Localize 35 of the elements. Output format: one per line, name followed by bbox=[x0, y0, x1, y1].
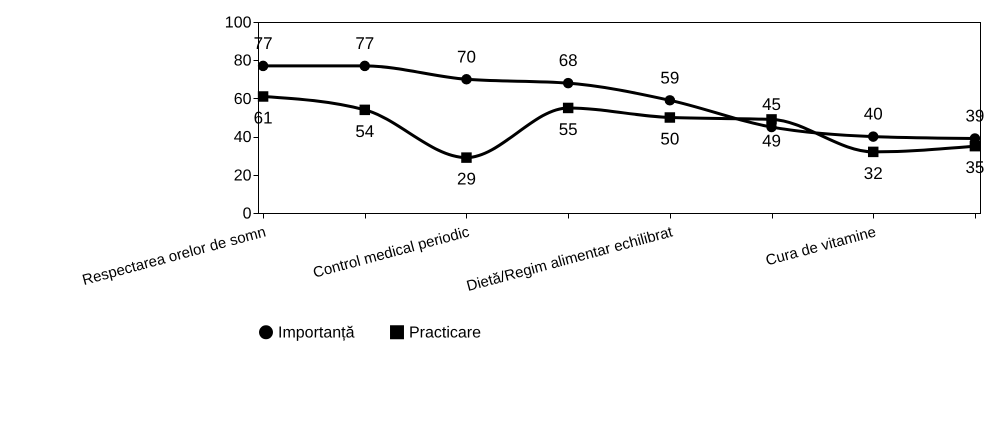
point bbox=[766, 114, 777, 125]
data-label: 59 bbox=[660, 68, 680, 88]
point bbox=[360, 60, 370, 72]
data-label: 40 bbox=[864, 104, 883, 124]
point bbox=[970, 140, 980, 152]
y-tick-label: 80 bbox=[234, 52, 252, 70]
point bbox=[868, 131, 878, 142]
point bbox=[562, 102, 574, 114]
data-label: 49 bbox=[762, 131, 781, 150]
data-label: 77 bbox=[355, 34, 374, 53]
legend-label: Practicare bbox=[409, 324, 482, 342]
x-tick-label: Cura de vitamine bbox=[764, 224, 878, 270]
point bbox=[461, 74, 472, 85]
legend-label: Importanță bbox=[278, 324, 355, 342]
point bbox=[258, 91, 268, 102]
data-label: 70 bbox=[457, 47, 476, 66]
point bbox=[461, 152, 472, 163]
data-label: 54 bbox=[355, 122, 374, 141]
y-tick-label: 0 bbox=[242, 206, 252, 222]
point bbox=[664, 95, 676, 106]
data-label: 32 bbox=[864, 164, 883, 183]
y-tick-label: 40 bbox=[234, 129, 252, 146]
point bbox=[664, 112, 676, 123]
data-label: 50 bbox=[660, 130, 680, 148]
data-label: 29 bbox=[457, 170, 476, 189]
data-label: 45 bbox=[762, 95, 781, 114]
point bbox=[258, 60, 268, 72]
y-tick-label: 60 bbox=[234, 90, 252, 108]
y-tick-label: 20 bbox=[234, 167, 252, 184]
data-label: 68 bbox=[558, 51, 578, 70]
point bbox=[868, 146, 878, 158]
y-tick-label: 100 bbox=[224, 14, 252, 32]
data-label: 55 bbox=[558, 120, 578, 139]
point bbox=[562, 78, 574, 88]
point bbox=[360, 104, 370, 116]
